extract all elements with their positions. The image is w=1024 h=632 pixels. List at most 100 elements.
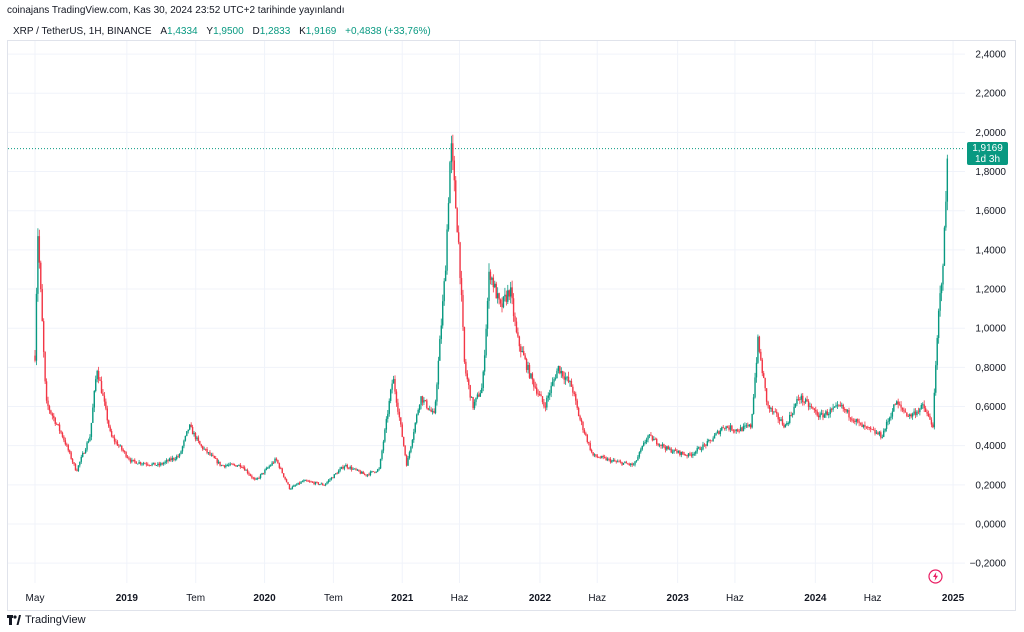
candle — [449, 160, 451, 204]
candle — [606, 457, 609, 462]
candle — [177, 454, 179, 458]
candle — [725, 425, 727, 431]
candle — [579, 414, 581, 422]
candle — [505, 290, 508, 306]
x-tick-label: Tem — [324, 593, 343, 604]
candle — [812, 406, 814, 410]
candle — [475, 397, 477, 406]
candle — [362, 470, 364, 475]
candle — [307, 479, 309, 482]
candle — [459, 241, 461, 285]
candle — [708, 438, 710, 443]
candle — [135, 461, 137, 464]
candle — [60, 430, 62, 435]
candle — [311, 481, 314, 483]
candle — [784, 423, 787, 428]
candle — [293, 484, 295, 487]
candle — [44, 351, 46, 384]
ohlc-low-key: D — [252, 26, 260, 37]
candle — [806, 395, 808, 402]
candle — [943, 225, 946, 267]
candle — [796, 396, 798, 406]
candle — [215, 455, 217, 459]
candle — [51, 412, 54, 420]
candle — [651, 435, 654, 442]
candle — [119, 444, 122, 447]
candle — [249, 473, 252, 477]
candle — [235, 464, 237, 467]
candle — [713, 432, 716, 439]
candle — [745, 423, 748, 429]
candle — [699, 446, 701, 451]
candle — [667, 445, 669, 450]
candle — [932, 422, 934, 429]
candle — [697, 446, 700, 450]
candle — [223, 465, 226, 469]
candle — [838, 404, 840, 408]
candle — [173, 457, 175, 462]
candle — [141, 462, 143, 467]
candle — [635, 459, 638, 463]
candle — [641, 445, 643, 451]
candle — [229, 462, 231, 467]
candle — [365, 474, 367, 477]
flash-icon[interactable] — [928, 569, 943, 584]
x-tick-label: Haz — [451, 593, 469, 604]
candle — [709, 439, 711, 444]
candle — [705, 444, 707, 449]
candle — [99, 377, 101, 382]
candle — [116, 439, 119, 446]
candle — [226, 463, 228, 467]
candle — [358, 469, 360, 472]
candle — [870, 426, 872, 433]
symbol-name[interactable]: XRP / TetherUS, 1H, BINANCE — [13, 26, 152, 37]
candle — [669, 446, 671, 451]
candle — [323, 484, 325, 486]
candle — [447, 197, 450, 232]
candle — [54, 416, 56, 426]
candle — [384, 428, 386, 443]
candle — [136, 463, 139, 465]
candle — [388, 398, 390, 417]
candle — [121, 445, 123, 452]
candle — [337, 469, 340, 474]
candle — [825, 409, 827, 418]
candle — [479, 389, 482, 398]
candle — [281, 467, 283, 474]
candle — [747, 422, 749, 428]
candle — [145, 461, 148, 467]
candle — [67, 443, 69, 453]
candle — [877, 431, 879, 435]
candle — [841, 402, 843, 409]
candle — [366, 474, 369, 478]
candle — [638, 451, 641, 459]
candle — [605, 456, 607, 461]
candle — [515, 317, 518, 334]
candle — [232, 462, 234, 466]
candle — [427, 407, 429, 411]
candle — [890, 412, 892, 421]
x-tick-label: May — [26, 593, 45, 604]
candle — [914, 408, 917, 419]
candle — [577, 406, 580, 417]
tradingview-brand[interactable]: TradingView — [7, 614, 86, 626]
chart-frame[interactable] — [7, 40, 1016, 611]
candle — [544, 402, 547, 412]
candle — [502, 296, 505, 309]
candle — [731, 424, 733, 432]
candle — [113, 434, 116, 445]
candle — [346, 463, 349, 470]
candle — [402, 436, 405, 447]
x-tick-label: Haz — [588, 593, 606, 604]
candle — [105, 398, 107, 411]
candle — [131, 457, 133, 464]
candle — [861, 421, 863, 428]
candle — [478, 391, 480, 398]
candle — [368, 472, 370, 477]
candle — [322, 482, 324, 486]
candle — [643, 440, 645, 447]
y-tick-label: 2,4000 — [975, 50, 1006, 61]
candle — [922, 402, 924, 409]
candle — [533, 378, 535, 391]
